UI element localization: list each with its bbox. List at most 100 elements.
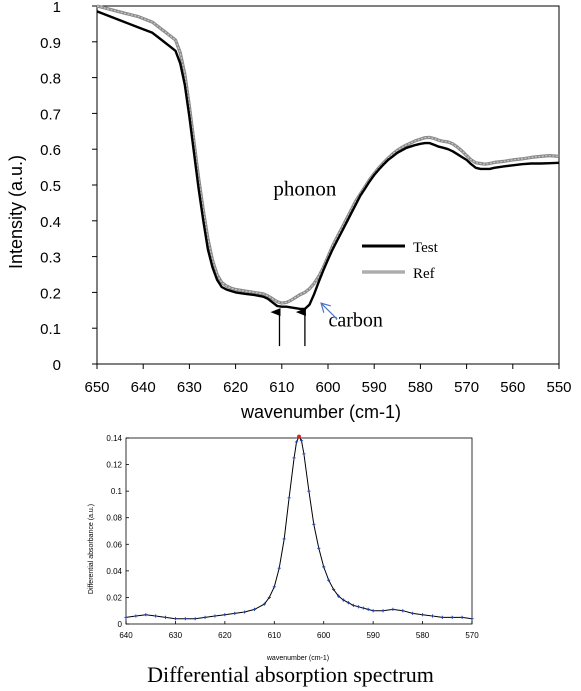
main-legend: Test Ref xyxy=(362,240,439,282)
diff-data-point xyxy=(312,522,316,526)
diff-data-point xyxy=(470,617,474,621)
diff-y-tick-label: 0 xyxy=(118,620,123,629)
main-x-tick-label: 580 xyxy=(408,379,433,396)
diff-data-point xyxy=(302,452,306,456)
main-x-tick-label: 630 xyxy=(177,379,202,396)
diff-data-point xyxy=(277,566,281,570)
diff-data-point xyxy=(262,602,266,606)
diff-data-point xyxy=(183,617,187,621)
main-y-tick-label: 0.3 xyxy=(40,250,61,267)
main-x-tick-label: 550 xyxy=(546,379,571,396)
annotation-arrows xyxy=(270,303,338,347)
diff-data-point xyxy=(440,615,444,619)
diff-data-point xyxy=(243,610,247,614)
diff-y-tick-label: 0.02 xyxy=(106,593,122,602)
series-line-test xyxy=(96,10,560,311)
legend-label-test: Test xyxy=(413,240,439,256)
legend-label-ref: Ref xyxy=(413,266,435,282)
main-y-tick-label: 0 xyxy=(53,357,61,374)
diff-data-point xyxy=(401,609,405,613)
diff-data-point xyxy=(450,615,454,619)
main-x-tick-label: 560 xyxy=(500,379,525,396)
diff-data-point xyxy=(173,617,178,621)
diff-y-tick-label: 0.08 xyxy=(106,514,122,523)
diff-data-point xyxy=(361,606,365,610)
diff-x-ticks: 640 630 620 610 600 590 580 570 xyxy=(119,621,479,640)
diff-data-point xyxy=(411,611,415,615)
diff-data-point xyxy=(124,615,128,619)
diff-plot-frame xyxy=(125,437,473,625)
diff-data-point xyxy=(193,617,197,621)
main-x-tick-label: 610 xyxy=(269,379,294,396)
diff-data-point xyxy=(317,546,321,550)
diff-y-tick-label: 0.1 xyxy=(111,487,123,496)
diff-x-axis-label: wavenumber (cm-1) xyxy=(266,655,329,662)
main-x-axis-label: wavenumber (cm-1) xyxy=(240,402,401,422)
diff-data-point xyxy=(294,440,299,444)
diff-data-point xyxy=(252,607,257,611)
diff-data-point xyxy=(336,594,341,598)
main-y-ticks: 0 0.1 0.2 0.3 0.4 0.5 0.6 0.7 0.8 0.9 1 xyxy=(40,0,97,374)
main-x-tick-label: 590 xyxy=(362,379,387,396)
annotation-carbon: carbon xyxy=(329,309,383,331)
diff-data-point xyxy=(154,614,158,618)
differential-chart: 640 630 620 610 600 590 580 570 0 0.02 0.04 0.06 0.… xyxy=(88,434,479,662)
main-y-tick-label: 0.2 xyxy=(40,285,61,302)
diff-data-point xyxy=(460,615,464,619)
diff-y-tick-label: 0.06 xyxy=(106,540,122,549)
diff-data-point xyxy=(307,489,311,493)
main-y-tick-label: 0.1 xyxy=(40,321,61,338)
main-x-tick-label: 640 xyxy=(131,379,156,396)
diff-data-point xyxy=(430,614,435,618)
diff-x-tick-label: 570 xyxy=(465,631,479,640)
diff-data-point xyxy=(287,496,291,500)
main-series xyxy=(96,4,560,311)
diff-data-point xyxy=(381,609,385,613)
main-y-tick-label: 0.6 xyxy=(40,142,61,159)
diff-series xyxy=(124,434,474,621)
diff-data-point xyxy=(322,565,326,569)
diff-x-tick-label: 600 xyxy=(317,631,331,640)
diff-y-axis-label: Differential absorbance (a.u.) xyxy=(88,504,95,594)
diff-axes xyxy=(125,437,473,625)
main-x-tick-label: 600 xyxy=(315,379,340,396)
diff-data-point xyxy=(203,615,207,619)
diff-y-tick-label: 0.12 xyxy=(106,461,122,470)
diff-data-point xyxy=(134,614,138,618)
diff-data-point xyxy=(144,613,148,617)
diff-data-point xyxy=(299,439,304,443)
main-y-tick-label: 0.8 xyxy=(40,71,61,88)
main-y-tick-label: 0.5 xyxy=(40,178,61,195)
diff-x-tick-label: 610 xyxy=(268,631,282,640)
main-y-axis-label: Intensity (a.u.) xyxy=(6,155,26,269)
diff-peak-marker xyxy=(297,434,301,439)
diff-x-tick-label: 580 xyxy=(416,631,430,640)
diff-y-tick-label: 0.14 xyxy=(106,434,122,443)
diff-data-point xyxy=(223,613,227,617)
diff-x-tick-label: 590 xyxy=(366,631,380,640)
diff-data-point xyxy=(213,614,217,618)
diff-y-tick-label: 0.04 xyxy=(106,567,122,576)
main-y-tick-label: 0.9 xyxy=(40,35,61,52)
figure-caption: Differential absorption spectrum xyxy=(147,662,434,687)
diff-data-point xyxy=(332,587,336,592)
main-x-tick-label: 620 xyxy=(223,379,248,396)
diff-x-tick-label: 620 xyxy=(218,631,232,640)
diff-data-point xyxy=(420,613,425,617)
diff-data-point xyxy=(371,609,375,613)
diff-data-point xyxy=(233,611,237,615)
diff-data-point xyxy=(341,598,346,602)
main-y-tick-label: 0.4 xyxy=(40,214,61,231)
carbon-arrow xyxy=(321,303,338,320)
diff-x-tick-label: 630 xyxy=(169,631,183,640)
diff-data-point xyxy=(346,601,351,605)
diff-data-point xyxy=(351,603,355,607)
diff-data-point xyxy=(282,537,286,541)
main-y-tick-label: 1 xyxy=(53,0,61,16)
diff-x-tick-label: 640 xyxy=(119,631,133,640)
diff-data-point xyxy=(272,585,276,589)
diff-data-point xyxy=(292,456,296,460)
diff-data-point xyxy=(366,607,370,611)
annotation-phonon: phonon xyxy=(273,177,337,201)
